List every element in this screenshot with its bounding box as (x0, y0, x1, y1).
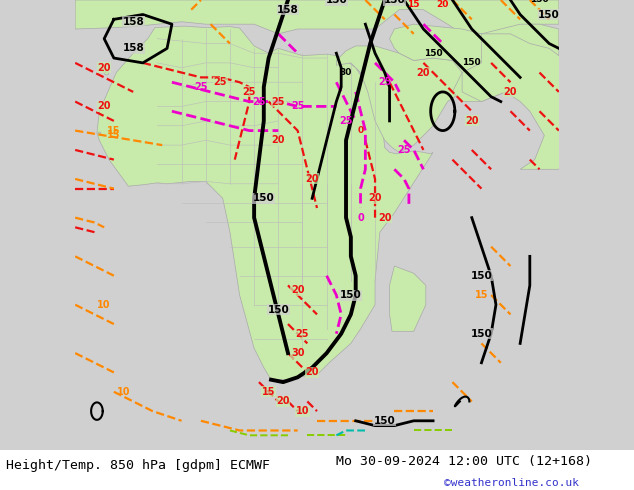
Text: 150: 150 (470, 270, 493, 281)
Text: 0: 0 (358, 126, 363, 135)
Text: 150: 150 (268, 305, 289, 315)
Text: 20: 20 (98, 63, 111, 73)
Polygon shape (389, 266, 426, 331)
Text: 150: 150 (530, 0, 549, 4)
Text: 150: 150 (470, 329, 493, 339)
Polygon shape (105, 72, 108, 75)
Text: 150: 150 (384, 0, 405, 5)
Text: 0: 0 (357, 213, 364, 222)
Text: 30: 30 (340, 68, 353, 77)
Text: 15: 15 (262, 387, 275, 397)
Text: 158: 158 (277, 5, 299, 15)
Polygon shape (462, 34, 634, 203)
Text: 15: 15 (408, 0, 420, 9)
Text: 25: 25 (295, 329, 309, 339)
Text: 20: 20 (417, 68, 430, 77)
Text: 20: 20 (306, 368, 319, 377)
Text: 25: 25 (378, 77, 391, 87)
Polygon shape (567, 164, 575, 175)
Text: 158: 158 (122, 44, 144, 53)
Text: 150: 150 (325, 0, 347, 5)
Text: 25: 25 (194, 82, 208, 92)
Text: 150: 150 (253, 194, 275, 203)
Text: 20: 20 (465, 116, 479, 126)
Text: 20: 20 (276, 396, 290, 406)
Text: 25: 25 (398, 145, 411, 155)
Text: 150: 150 (374, 416, 396, 426)
Text: 25: 25 (252, 97, 266, 106)
Text: 15: 15 (475, 290, 488, 300)
Text: 20: 20 (378, 213, 391, 222)
Text: ©weatheronline.co.uk: ©weatheronline.co.uk (444, 478, 579, 488)
Text: 10: 10 (98, 300, 111, 310)
Text: 150: 150 (424, 49, 443, 58)
Text: 20: 20 (291, 285, 304, 295)
Text: 150: 150 (340, 290, 362, 300)
Polygon shape (337, 46, 467, 152)
Text: 20: 20 (271, 135, 285, 145)
Text: 25: 25 (214, 77, 227, 87)
Text: 15: 15 (107, 125, 120, 136)
Text: 10: 10 (295, 406, 309, 416)
Text: 25: 25 (243, 87, 256, 97)
Text: 30: 30 (291, 348, 304, 358)
Polygon shape (389, 24, 559, 101)
Text: 25: 25 (291, 101, 304, 111)
Text: 150: 150 (462, 58, 481, 68)
Text: 20: 20 (306, 174, 319, 184)
Text: 20: 20 (98, 101, 111, 111)
Text: 20: 20 (504, 87, 517, 97)
Text: 20: 20 (437, 0, 449, 9)
Text: 15: 15 (107, 130, 120, 141)
Text: 25: 25 (271, 97, 285, 106)
Polygon shape (101, 68, 107, 72)
Text: 20: 20 (368, 194, 382, 203)
Polygon shape (97, 26, 433, 380)
Text: Height/Temp. 850 hPa [gdpm] ECMWF: Height/Temp. 850 hPa [gdpm] ECMWF (6, 460, 270, 472)
Text: Mo 30-09-2024 12:00 UTC (12+168): Mo 30-09-2024 12:00 UTC (12+168) (336, 455, 592, 467)
Polygon shape (75, 0, 559, 34)
Text: 10: 10 (117, 387, 130, 397)
Polygon shape (98, 132, 101, 134)
Text: 158: 158 (122, 17, 144, 27)
Text: 150: 150 (538, 9, 560, 20)
Text: 25: 25 (339, 116, 353, 126)
